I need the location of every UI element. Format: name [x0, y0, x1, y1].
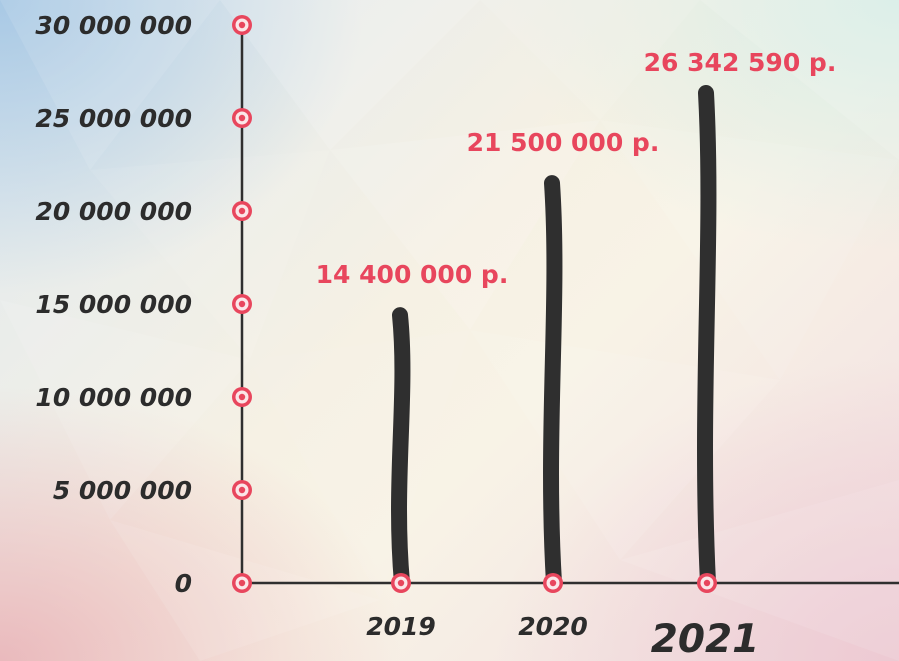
x-category-marker [697, 573, 717, 593]
x-category-label: 2019 [366, 612, 436, 641]
y-tick-label: 10 000 000 [35, 383, 192, 412]
y-tick-marker [232, 108, 252, 128]
bar-2021 [697, 85, 717, 591]
y-tick-marker [232, 294, 252, 314]
x-category-marker [391, 573, 411, 593]
y-tick-label: 20 000 000 [35, 197, 192, 226]
y-tick-label: 15 000 000 [35, 290, 192, 319]
y-tick-marker [232, 201, 252, 221]
axis-markers [232, 15, 717, 593]
bar-2020 [543, 175, 563, 591]
x-category-label: 2020 [518, 612, 588, 641]
y-tick-label: 25 000 000 [35, 104, 192, 133]
chart-bars [391, 85, 717, 591]
chart-labels: 0 5 000 000 10 000 000 15 000 000 20 000 000… [35, 11, 836, 661]
y-tick-marker [232, 573, 252, 593]
y-tick-marker [232, 480, 252, 500]
y-tick-marker [232, 387, 252, 407]
y-tick-marker [232, 15, 252, 35]
x-category-label: 2021 [651, 617, 760, 661]
y-tick-label: 0 [175, 569, 192, 598]
chart-axes [240, 23, 899, 585]
data-label: 26 342 590 р. [644, 48, 837, 77]
data-label: 21 500 000 р. [467, 128, 660, 157]
x-category-marker [543, 573, 563, 593]
y-tick-label: 30 000 000 [35, 11, 192, 40]
data-label: 14 400 000 р. [316, 260, 509, 289]
bar-2019 [391, 307, 411, 591]
y-tick-label: 5 000 000 [53, 476, 192, 505]
